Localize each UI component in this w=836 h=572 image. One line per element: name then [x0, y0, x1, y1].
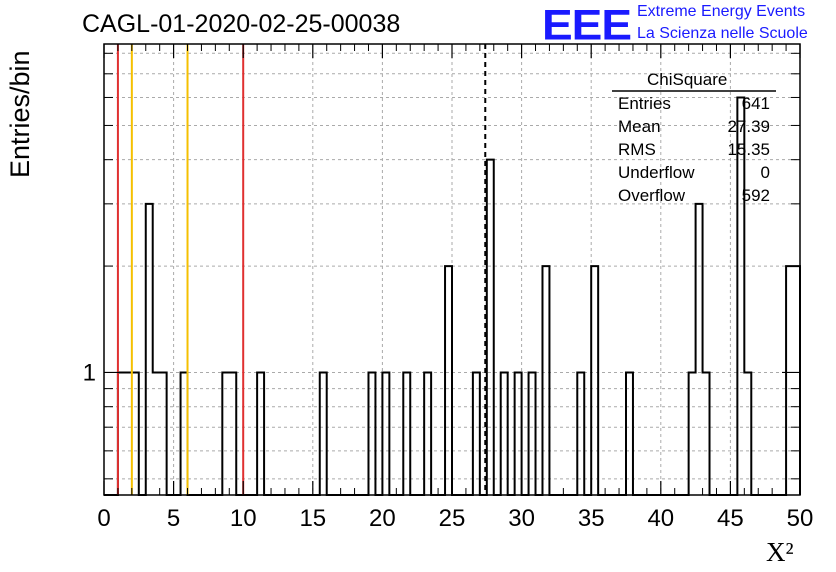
stat-label-overflow: Overflow	[618, 186, 686, 205]
histogram-bin	[501, 372, 508, 495]
histogram-bin	[515, 372, 522, 495]
histogram-series	[104, 96, 801, 496]
histogram-bin	[153, 372, 160, 495]
histogram-bin	[445, 266, 452, 495]
x-tick-label: 30	[508, 505, 535, 532]
stat-label-entries: Entries	[618, 94, 671, 113]
stat-label-underflow: Underflow	[618, 163, 695, 182]
histogram-bin	[368, 372, 375, 495]
y-tick-label: 1	[83, 359, 96, 386]
histogram-bin	[786, 266, 793, 495]
stat-value-underflow: 0	[760, 163, 770, 182]
stat-label-mean: Mean	[618, 117, 661, 136]
histogram-bin	[744, 372, 751, 495]
histogram-bin	[222, 372, 229, 495]
histogram-bin	[424, 372, 431, 495]
axis-ticks: 0 5 10 15 20 25 30 35 40 45 50 1	[83, 44, 814, 532]
eee-logo: EEE	[542, 0, 632, 49]
histogram-bin	[626, 372, 633, 495]
logo-line-2: La Scienza nelle Scuole	[637, 25, 808, 42]
histogram-bin	[487, 160, 494, 495]
x-tick-label: 45	[717, 505, 744, 532]
x-tick-label: 10	[230, 505, 257, 532]
histogram-bin	[181, 372, 188, 495]
histogram-bin	[257, 372, 264, 495]
histogram-bin	[703, 372, 710, 495]
stat-value-mean: 27.39	[727, 117, 770, 136]
x-tick-label: 0	[97, 505, 110, 532]
histogram-bin	[160, 372, 167, 495]
histogram-outline	[104, 96, 801, 496]
x-tick-label: 50	[787, 505, 814, 532]
histogram-bin	[529, 372, 536, 495]
histogram-bin	[689, 372, 696, 495]
stats-name: ChiSquare	[647, 70, 728, 89]
histogram-bin	[229, 372, 236, 495]
histogram-bin	[473, 372, 480, 495]
histogram-bin	[118, 372, 125, 495]
histogram-bin	[577, 372, 584, 495]
x-tick-label: 35	[578, 505, 605, 532]
logo-line-1: Extreme Energy Events	[637, 3, 806, 20]
x-tick-label: 15	[299, 505, 326, 532]
x-tick-label: 5	[167, 505, 180, 532]
histogram-bin	[382, 372, 389, 495]
histogram-bin	[403, 372, 410, 495]
x-tick-label: 40	[647, 505, 674, 532]
stat-value-entries: 641	[741, 94, 770, 113]
y-axis-label: Entries/bin	[5, 50, 35, 178]
stat-value-overflow: 592	[741, 186, 770, 205]
reference-lines	[116, 44, 487, 495]
x-axis-label: X²	[766, 537, 794, 567]
histogram-bin	[542, 266, 549, 495]
x-tick-label: 20	[369, 505, 396, 532]
stat-label-rms: RMS	[618, 140, 656, 159]
chart-title: CAGL-01-2020-02-25-00038	[82, 10, 401, 38]
stat-value-rms: 15.35	[727, 140, 770, 159]
histogram-bin	[132, 372, 139, 495]
histogram-bin	[793, 266, 800, 495]
x-tick-label: 25	[439, 505, 466, 532]
histogram-bin	[125, 372, 132, 495]
histogram-bin	[320, 372, 327, 495]
histogram-bin	[591, 266, 598, 495]
